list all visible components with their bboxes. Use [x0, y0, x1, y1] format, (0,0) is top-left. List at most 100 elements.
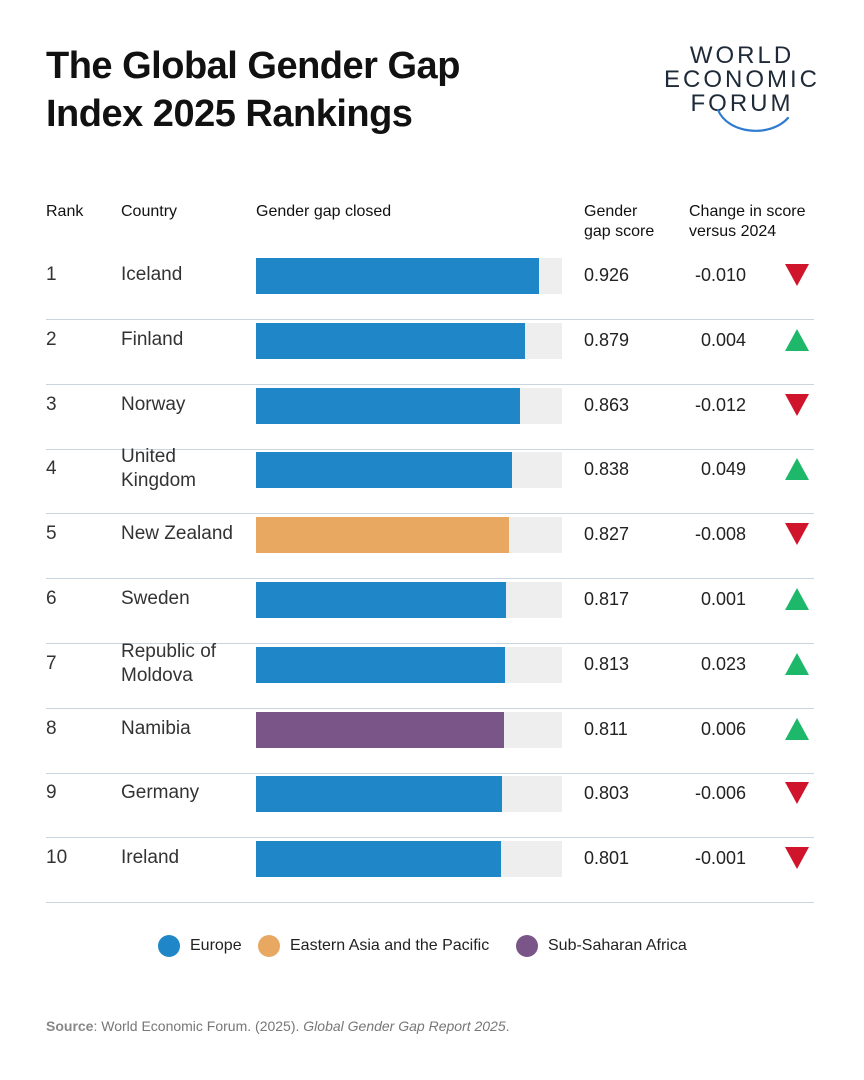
row-divider [46, 448, 814, 450]
header-change: Change in score versus 2024 [689, 202, 806, 242]
source-text: : World Economic Forum. (2025). [93, 1018, 304, 1034]
header-country: Country [121, 203, 178, 220]
table-row: 7 Republic of Moldova 0.813 0.023 [46, 640, 814, 709]
country-label: Finland [121, 328, 184, 350]
bar-fill [256, 646, 505, 683]
legend-item-eastern-asia-pacific: Eastern Asia and the Pacific [258, 934, 489, 958]
bar-fill [256, 387, 520, 424]
table-row: 3 Norway 0.863 -0.012 [46, 386, 814, 450]
rank-value: 10 [46, 847, 68, 869]
rank-value: 6 [46, 588, 57, 609]
bar-fill [256, 776, 502, 813]
rank-value: 5 [46, 523, 57, 545]
country-label: Germany [121, 782, 200, 804]
score-value: 0.879 [584, 329, 630, 350]
table-row: 2 Finland 0.879 0.004 [46, 321, 814, 385]
bar-track [256, 258, 562, 294]
change-value: 0.049 [700, 459, 746, 480]
rank-value: 3 [46, 393, 57, 415]
table-row: 10 Ireland 0.801 -0.001 [46, 839, 814, 904]
legend-label-sub-saharan-africa: Sub-Saharan Africa [548, 937, 687, 954]
bar-track [256, 452, 562, 489]
rank-value: 8 [46, 717, 57, 739]
rank-value: 4 [46, 458, 57, 480]
triangle-up-icon [785, 588, 809, 610]
bar-track [256, 841, 562, 878]
legend-swatch-europe [158, 935, 180, 957]
row-divider [46, 383, 814, 385]
country-label: New Zealand [121, 523, 233, 545]
change-value: -0.006 [694, 783, 746, 804]
change-value: -0.008 [694, 524, 746, 545]
header-score-line-2: gap score [584, 223, 655, 240]
triangle-down-icon [785, 264, 809, 286]
legend-item-europe: Europe [158, 934, 242, 958]
table-row: 6 Sweden 0.817 0.001 [46, 580, 814, 644]
row-divider [46, 772, 814, 774]
change-value: 0.023 [700, 653, 746, 674]
bar-track [256, 646, 562, 683]
source-end: . [505, 1018, 510, 1034]
bar-track [256, 582, 562, 618]
change-value: -0.010 [694, 265, 746, 285]
row-divider [46, 578, 814, 580]
header-change-line-1: Change in score [689, 203, 806, 220]
header-score-line-1: Gender [584, 203, 638, 220]
logo-line-2: ECONOMIC [664, 66, 820, 93]
table-row: 1 Iceland 0.926 -0.010 [46, 256, 814, 320]
row-divider [46, 902, 814, 904]
country-label: Sweden [121, 588, 190, 609]
triangle-down-icon [785, 782, 809, 805]
triangle-up-icon [785, 717, 809, 740]
change-value: -0.012 [694, 394, 746, 415]
legend: Europe Eastern Asia and the Pacific Sub-… [0, 934, 864, 958]
logo-arc-icon [716, 108, 790, 132]
triangle-down-icon [785, 393, 809, 416]
bar-fill [256, 258, 539, 294]
row-divider [46, 837, 814, 839]
row-divider [46, 707, 814, 709]
source-note: Source: World Economic Forum. (2025). Gl… [46, 1018, 510, 1034]
row-divider [46, 513, 814, 515]
bar-fill [256, 322, 525, 359]
logo-line-1: WORLD [689, 42, 795, 69]
country-label: Republic of Moldova [121, 640, 217, 686]
change-value: 0.001 [700, 589, 746, 609]
score-value: 0.803 [584, 783, 630, 804]
header-rank: Rank [46, 203, 84, 220]
score-value: 0.813 [584, 653, 630, 674]
page-title: The Global Gender Gap Index 2025 Ranking… [46, 42, 606, 138]
legend-swatch-eastern-asia-pacific [258, 935, 280, 957]
triangle-down-icon [785, 523, 809, 546]
row-divider [46, 319, 814, 320]
score-value: 0.827 [584, 524, 630, 545]
country-label: Ireland [121, 847, 180, 869]
bar-fill [256, 841, 501, 878]
logo-line-3: FORUM [690, 90, 794, 117]
legend-swatch-sub-saharan-africa [516, 935, 538, 957]
header-score: Gender gap score [584, 202, 654, 242]
source-report-title: Global Gender Gap Report 2025 [303, 1018, 506, 1034]
title-line-1: The Global Gender Gap [46, 45, 460, 87]
score-value: 0.926 [584, 265, 630, 285]
rank-value: 9 [46, 782, 57, 804]
wef-logo: WORLD ECONOMIC FORUM [662, 44, 822, 144]
table-row: 4 United Kingdom 0.838 0.049 [46, 446, 814, 515]
table-row: 5 New Zealand 0.827 -0.008 [46, 515, 814, 580]
triangle-up-icon [785, 328, 809, 351]
bar-fill [256, 452, 512, 489]
legend-label-europe: Europe [190, 937, 242, 954]
score-value: 0.811 [584, 718, 628, 739]
rank-value: 7 [46, 652, 57, 674]
score-value: 0.863 [584, 394, 630, 415]
legend-item-sub-saharan-africa: Sub-Saharan Africa [516, 934, 687, 958]
bar-fill [256, 517, 509, 554]
bar-track [256, 776, 562, 813]
bar-track [256, 711, 562, 748]
table-row: 9 Germany 0.803 -0.006 [46, 774, 814, 839]
change-value: 0.006 [700, 718, 746, 739]
score-value: 0.801 [584, 848, 630, 869]
rank-value: 2 [46, 328, 57, 350]
triangle-down-icon [785, 847, 809, 870]
title-line-2: Index 2025 Rankings [46, 93, 413, 135]
